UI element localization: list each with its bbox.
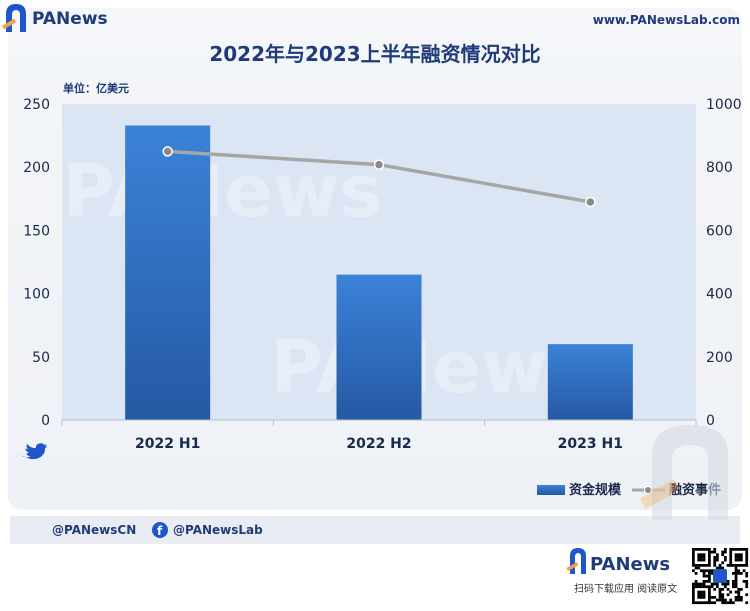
qr-code-icon[interactable] <box>690 546 750 606</box>
footer-brand: PANews <box>590 554 670 575</box>
y-right-tick-label: 1000 <box>706 97 742 113</box>
header: PANews www.PANewsLab.com <box>1 4 740 32</box>
unit-label: 单位：亿美元 <box>63 81 129 95</box>
bar-2022-h2 <box>336 274 422 420</box>
y-left-tick-label: 0 <box>41 413 50 429</box>
y-left-tick-label: 50 <box>32 350 50 366</box>
line-point-2022-h2 <box>373 159 385 170</box>
legend-bar-swatch <box>537 485 565 495</box>
header-brand: PANews <box>32 9 108 29</box>
twitter-icon[interactable] <box>20 443 48 460</box>
footer-logo-icon <box>566 548 586 574</box>
panews-logo-icon <box>1 4 26 32</box>
bar-2023-h1 <box>547 344 633 420</box>
svg-text:f: f <box>157 524 163 538</box>
line-layer <box>162 146 596 208</box>
axis-layer: 2022 H1 2022 H2 2023 H1 0 50 100 150 200 250 0 200… <box>23 97 741 452</box>
decorative-logo-shape <box>639 425 728 520</box>
y-left-tick-label: 250 <box>23 97 50 113</box>
watermark-bottom: PANews <box>270 325 590 409</box>
line-point-2022-h1 <box>162 146 173 157</box>
y-left-tick-label: 200 <box>23 160 50 176</box>
bars-layer <box>125 125 633 420</box>
legend-line-marker <box>644 486 652 494</box>
twitter-handle[interactable]: @PANewsCN <box>52 523 136 537</box>
y-right-tick-label: 0 <box>706 413 715 429</box>
y-right-tick-label: 800 <box>706 160 733 176</box>
y-right-tick-label: 200 <box>706 350 733 366</box>
facebook-handle[interactable]: @PANewsLab <box>173 523 263 537</box>
chart-title: 2022年与2023上半年融资情况对比 <box>209 42 540 66</box>
x-tick-label: 2022 H1 <box>135 436 200 452</box>
app-caption: 扫码下载应用 阅读原文 <box>574 582 677 595</box>
line-point-2023-h1 <box>585 196 596 208</box>
y-right-tick-label: 600 <box>706 223 733 239</box>
x-tick-label: 2023 H1 <box>558 436 623 452</box>
header-url[interactable]: www.PANewsLab.com <box>593 13 740 27</box>
y-left-tick-label: 100 <box>23 287 50 303</box>
y-left-tick-label: 150 <box>23 223 50 239</box>
social-bar <box>10 516 740 544</box>
y-right-tick-label: 400 <box>706 287 733 303</box>
facebook-icon[interactable]: f <box>152 522 168 538</box>
legend-bar-label: 资金规模 <box>569 482 622 498</box>
bar-2022-h1 <box>125 125 211 420</box>
x-tick-label: 2022 H2 <box>346 436 411 452</box>
